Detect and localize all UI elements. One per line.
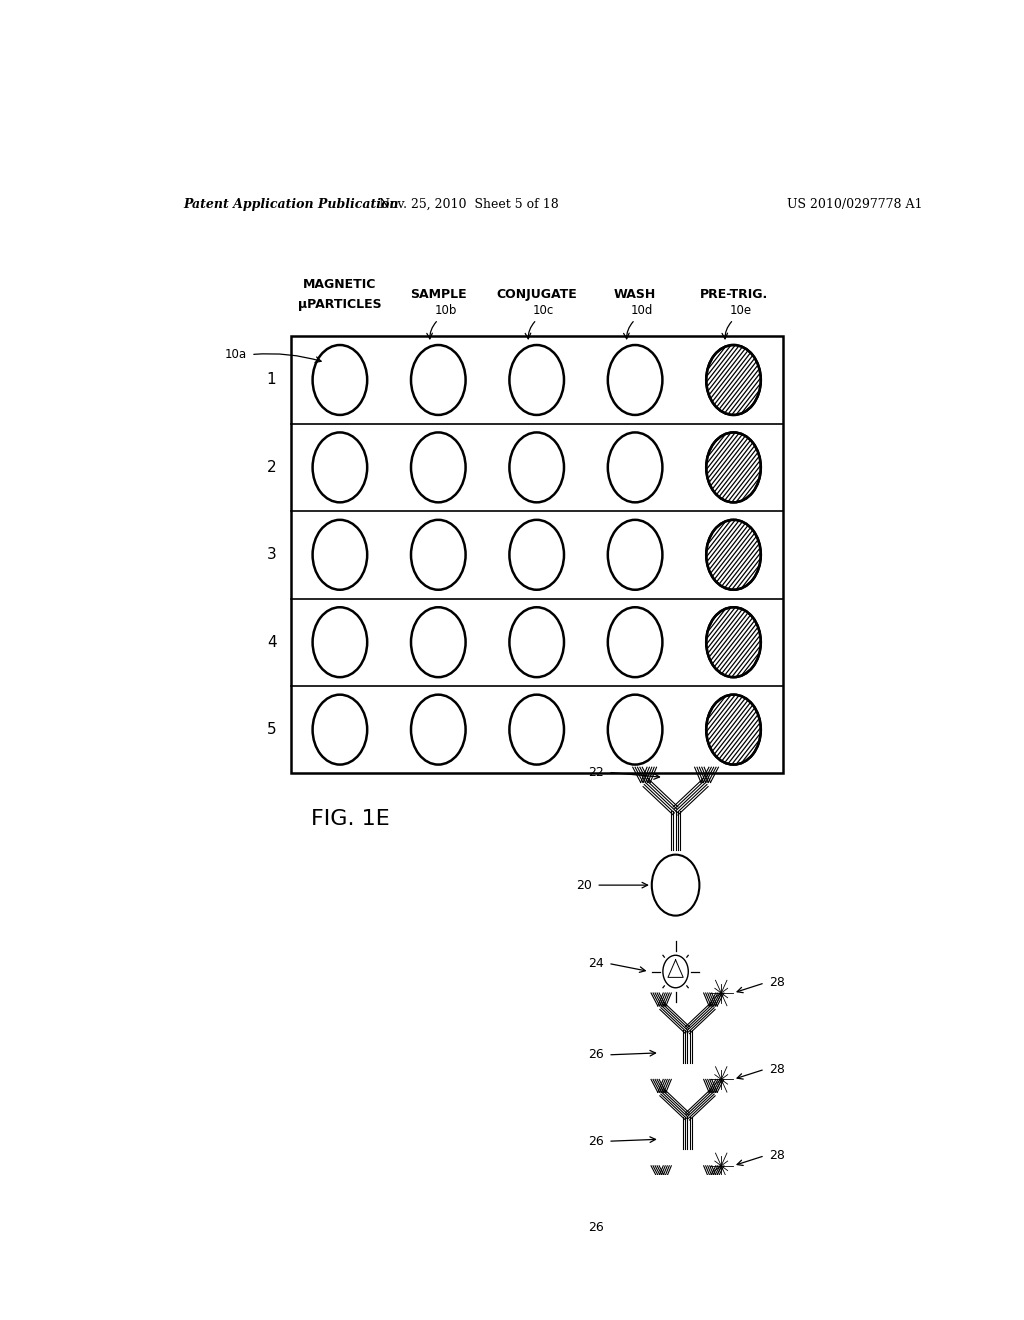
Text: 10c: 10c [532,304,554,317]
Circle shape [707,345,761,414]
Text: 24: 24 [589,957,604,970]
Circle shape [707,433,761,503]
Text: 3: 3 [266,548,276,562]
Text: WASH: WASH [614,288,656,301]
Text: PRE-TRIG.: PRE-TRIG. [699,288,768,301]
Text: Patent Application Publication: Patent Application Publication [183,198,399,211]
Text: μPARTICLES: μPARTICLES [298,298,382,312]
Text: 4: 4 [267,635,276,649]
Text: 26: 26 [589,1048,604,1061]
Text: 10d: 10d [631,304,653,317]
Text: 22: 22 [589,766,604,779]
Text: SAMPLE: SAMPLE [410,288,467,301]
Text: 28: 28 [769,1150,784,1162]
Text: 26: 26 [589,1135,604,1148]
Text: US 2010/0297778 A1: US 2010/0297778 A1 [786,198,923,211]
Text: 2: 2 [267,459,276,475]
Text: 1: 1 [267,372,276,388]
Text: Nov. 25, 2010  Sheet 5 of 18: Nov. 25, 2010 Sheet 5 of 18 [379,198,559,211]
Text: 10e: 10e [729,304,752,317]
Text: FIG. 1E: FIG. 1E [311,809,389,829]
Text: 28: 28 [769,1063,784,1076]
Text: 26: 26 [589,1221,604,1234]
Text: 20: 20 [577,879,592,891]
Circle shape [707,607,761,677]
Text: MAGNETIC: MAGNETIC [303,277,377,290]
Text: 28: 28 [769,977,784,990]
Text: 5: 5 [267,722,276,737]
Circle shape [707,520,761,590]
Text: 10b: 10b [434,304,457,317]
Text: 10a: 10a [225,348,247,362]
Circle shape [707,694,761,764]
Text: CONJUGATE: CONJUGATE [497,288,578,301]
Bar [291,337,782,774]
